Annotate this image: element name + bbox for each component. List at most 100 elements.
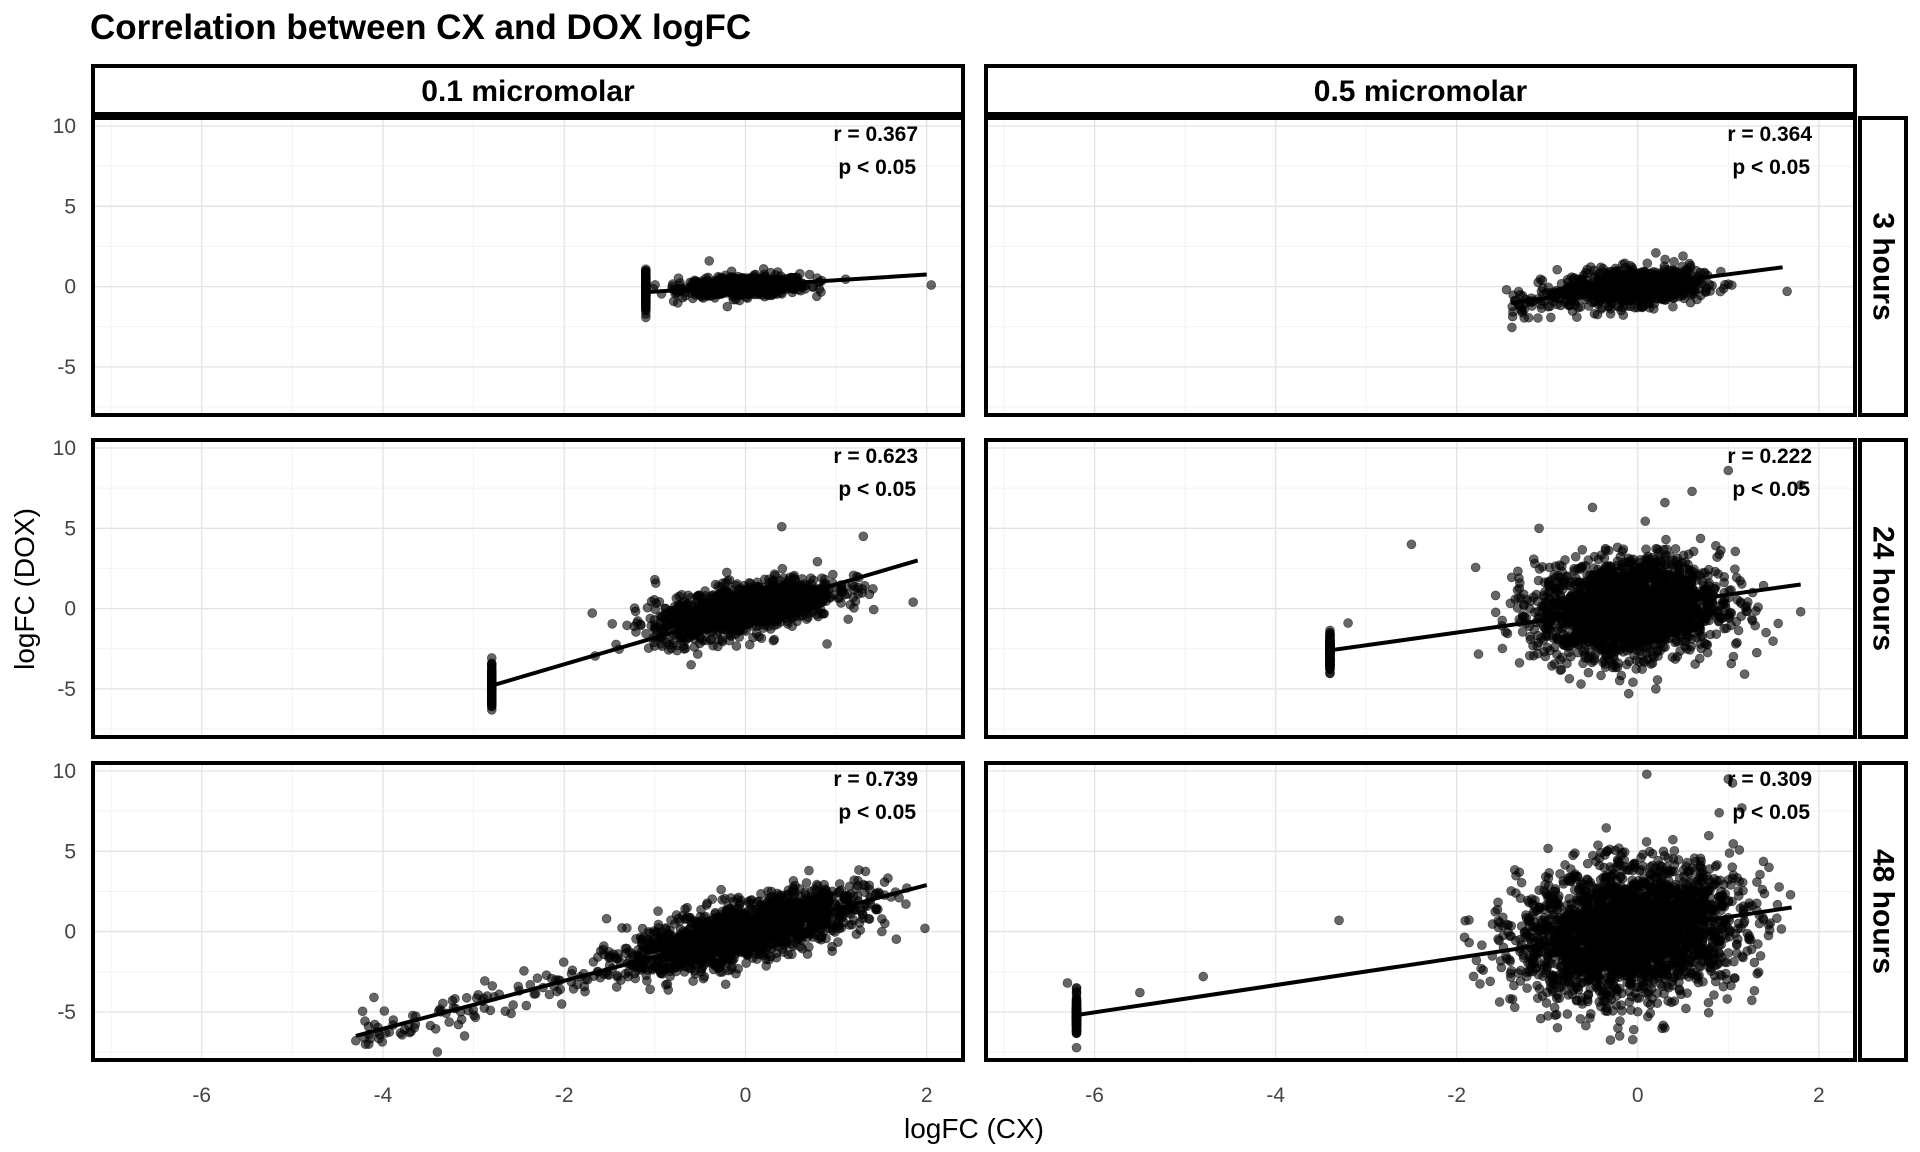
panel-background — [986, 118, 1855, 415]
data-point — [1747, 615, 1758, 626]
data-point — [1690, 285, 1700, 295]
y-tick-label: 10 — [53, 437, 76, 460]
data-point — [641, 302, 651, 312]
row-strip-label: 48 hours — [1867, 849, 1900, 974]
data-point — [668, 296, 679, 307]
data-point — [1490, 607, 1501, 618]
data-point — [764, 578, 774, 588]
data-point — [1684, 549, 1694, 559]
data-point — [795, 268, 805, 279]
y-tick-label: 0 — [64, 598, 76, 621]
data-point — [1751, 606, 1761, 616]
y-tick-label: 5 — [64, 195, 76, 218]
data-point — [740, 592, 751, 603]
y-tick-label: -5 — [57, 356, 76, 379]
data-point — [1590, 270, 1601, 280]
data-point — [717, 606, 727, 616]
y-tick-label: 5 — [64, 517, 76, 540]
data-point — [643, 643, 654, 653]
data-point — [772, 615, 782, 625]
data-point — [1661, 534, 1671, 545]
p-value-label: p < 0.05 — [838, 478, 916, 501]
data-point — [1660, 254, 1670, 265]
data-point — [1533, 648, 1543, 659]
data-point — [1564, 300, 1574, 311]
data-point — [1739, 669, 1750, 679]
data-point — [1473, 649, 1484, 659]
data-point — [822, 639, 832, 649]
data-point — [683, 590, 693, 601]
column-strip-label: 0.5 micromolar — [1314, 75, 1528, 108]
data-point — [1711, 629, 1722, 639]
data-point — [1580, 267, 1591, 278]
data-point — [689, 642, 700, 652]
data-point — [587, 608, 598, 618]
data-point — [1596, 670, 1606, 681]
correlation-label: r = 0.364 — [1727, 123, 1812, 146]
data-point — [1515, 289, 1526, 300]
data-point — [1647, 286, 1658, 296]
y-tick-label: 0 — [64, 276, 76, 299]
data-point — [716, 591, 727, 601]
data-point — [704, 256, 715, 266]
data-point — [694, 590, 705, 600]
data-point — [756, 633, 767, 643]
data-point — [718, 288, 729, 298]
data-point — [1669, 256, 1679, 267]
data-point — [804, 269, 815, 280]
data-point — [1605, 309, 1616, 319]
data-point — [1470, 562, 1481, 573]
p-value-label: p < 0.05 — [1732, 156, 1810, 179]
data-point — [1624, 295, 1634, 306]
data-point — [1768, 636, 1778, 646]
data-point — [1536, 299, 1546, 310]
data-point — [734, 295, 745, 306]
data-point — [780, 583, 791, 593]
data-point — [1668, 301, 1678, 312]
data-point — [1546, 312, 1556, 323]
data-point — [664, 639, 675, 650]
data-point — [845, 599, 856, 610]
data-point — [1566, 281, 1577, 292]
data-point — [1694, 653, 1705, 664]
row-strip — [1858, 116, 1908, 417]
data-point — [783, 619, 793, 629]
data-point — [1685, 297, 1696, 308]
data-point — [1577, 544, 1588, 555]
data-point — [486, 695, 497, 706]
data-point — [1535, 274, 1546, 285]
data-point — [726, 594, 737, 605]
data-point — [752, 593, 763, 603]
data-point — [702, 291, 713, 301]
row-strip — [1858, 761, 1908, 1062]
row-strip-label: 24 hours — [1867, 526, 1900, 651]
data-point — [1576, 679, 1586, 689]
data-point — [1654, 270, 1665, 281]
data-point — [789, 284, 799, 295]
data-point — [1514, 573, 1524, 584]
data-point — [673, 273, 684, 283]
data-point — [650, 604, 660, 615]
data-point — [708, 640, 718, 651]
data-point — [722, 576, 733, 586]
data-point — [1651, 248, 1661, 258]
data-point — [726, 584, 736, 595]
data-point — [1695, 533, 1706, 544]
data-point — [813, 595, 823, 605]
data-point — [1528, 592, 1539, 602]
correlation-label: r = 0.367 — [833, 123, 918, 146]
data-point — [1555, 665, 1566, 676]
data-point — [1711, 540, 1721, 551]
y-tick-label: 10 — [53, 115, 76, 138]
chart-title: Correlation between CX and DOX logFC — [90, 8, 752, 47]
data-point — [812, 556, 823, 567]
data-point — [1678, 251, 1688, 261]
data-point — [791, 598, 801, 609]
data-point — [649, 594, 660, 605]
y-tick-label: -5 — [57, 678, 76, 701]
data-point — [816, 287, 826, 297]
data-point — [1675, 646, 1685, 656]
column-strip — [91, 64, 965, 116]
data-point — [1682, 265, 1692, 275]
data-point — [679, 644, 689, 654]
